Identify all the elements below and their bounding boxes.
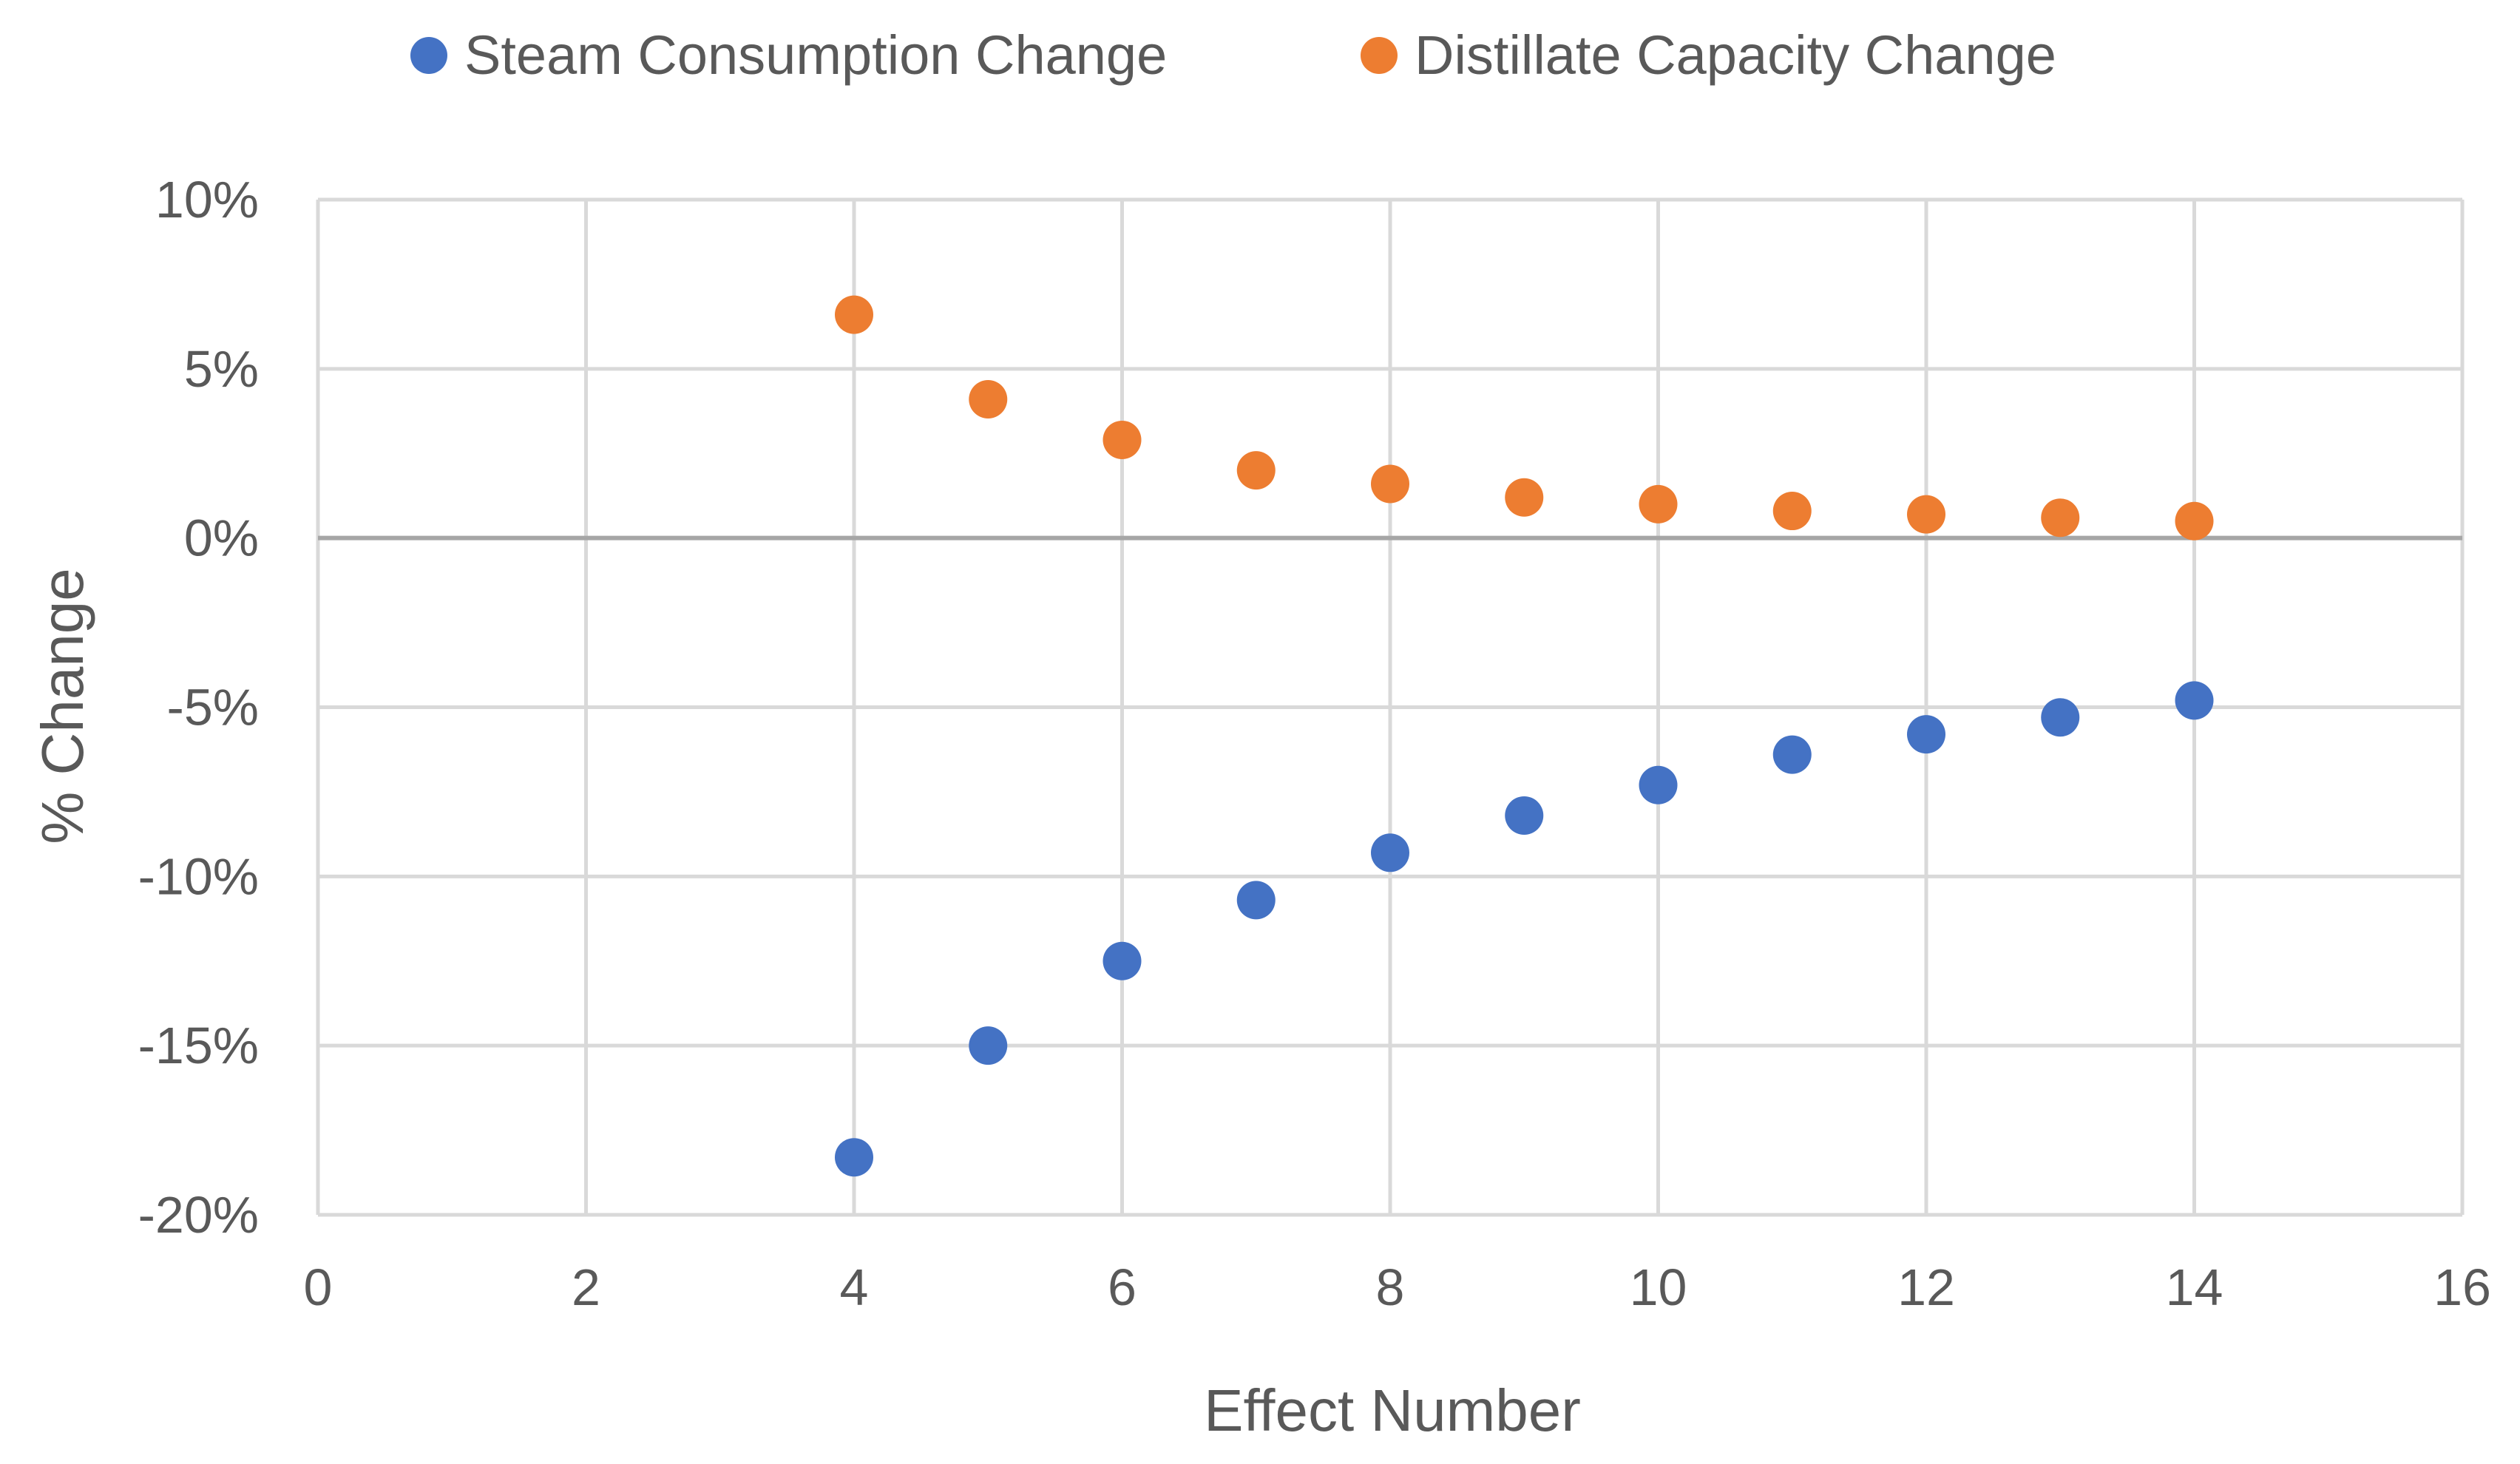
distillate-capacity-point (1907, 495, 1945, 534)
y-tick-label: -15% (138, 1017, 259, 1074)
x-tick-label: 16 (2433, 1258, 2491, 1316)
y-axis-title: % Change (30, 568, 95, 844)
distillate-capacity-point (835, 295, 873, 334)
y-tick-label: -20% (138, 1186, 259, 1244)
x-tick-label: 6 (1108, 1258, 1137, 1316)
steam-consumption-point (969, 1026, 1008, 1065)
y-tick-label: 10% (155, 171, 259, 228)
legend-label-steam-consumption: Steam Consumption Change (464, 24, 1167, 86)
steam-consumption-point (1772, 735, 1812, 774)
steam-consumption-point (2175, 681, 2214, 720)
distillate-capacity-point (1772, 492, 1812, 531)
steam-consumption-point (1639, 765, 1678, 804)
y-tick-label: 0% (184, 509, 259, 567)
x-tick-label: 0 (304, 1258, 333, 1316)
x-tick-label: 10 (1630, 1258, 1687, 1316)
x-tick-label: 8 (1376, 1258, 1405, 1316)
legend-marker-distillate-capacity (1361, 37, 1398, 74)
y-tick-label: -10% (138, 847, 259, 905)
legend-marker-steam-consumption (410, 37, 447, 74)
distillate-capacity-point (1371, 464, 1409, 504)
legend: Steam Consumption Change Distillate Capac… (410, 24, 2056, 86)
distillate-capacity-point (1505, 478, 1544, 517)
y-tick-label: -5% (167, 679, 259, 736)
steam-consumption-point (835, 1138, 873, 1177)
distillate-capacity-point (2175, 501, 2214, 540)
steam-consumption-point (1907, 715, 1945, 754)
distillate-capacity-point (1236, 451, 1276, 490)
x-tick-label: 12 (1897, 1258, 1955, 1316)
x-tick-label: 2 (572, 1258, 600, 1316)
steam-consumption-point (1102, 941, 1142, 980)
x-tick-labels: 0 2 4 6 8 10 12 14 16 (304, 1258, 2491, 1316)
legend-label-distillate-capacity: Distillate Capacity Change (1415, 24, 2056, 86)
steam-consumption-point (2041, 698, 2080, 737)
distillate-capacity-point (1639, 484, 1678, 523)
y-tick-label: 5% (184, 340, 259, 398)
x-tick-label: 4 (840, 1258, 869, 1316)
grid-lines (316, 197, 2465, 1217)
steam-consumption-point (1371, 833, 1409, 872)
x-tick-label: 14 (2166, 1258, 2223, 1316)
y-tick-labels: 10% 5% 0% -5% -10% -15% -20% (138, 171, 259, 1244)
x-axis-title: Effect Number (1204, 1377, 1581, 1443)
steam-consumption-point (1505, 796, 1544, 835)
steam-consumption-point (1236, 881, 1276, 920)
distillate-capacity-point (1102, 420, 1142, 459)
distillate-capacity-point (2041, 498, 2080, 538)
data-points (835, 295, 2214, 1177)
distillate-capacity-point (969, 380, 1008, 419)
